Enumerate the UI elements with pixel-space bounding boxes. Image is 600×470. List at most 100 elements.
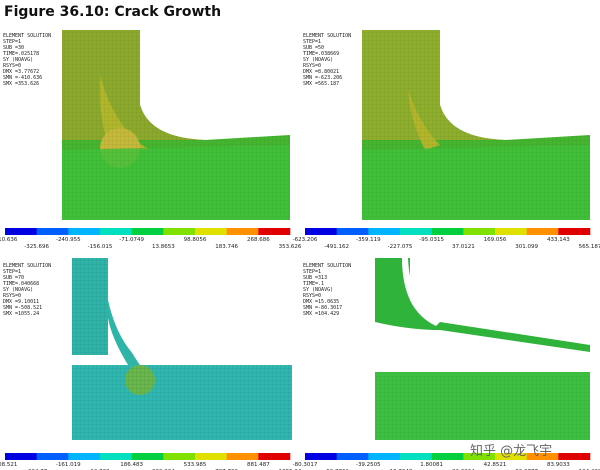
legend-swatch — [195, 228, 227, 235]
legend-label: 301.099 — [515, 244, 538, 250]
info-line: DMX =15.0635 — [303, 299, 339, 305]
legend-label: -71.0749 — [119, 237, 144, 243]
watermark: 知乎 @龙飞宇 — [470, 443, 552, 459]
legend-swatch — [463, 228, 496, 235]
legend-swatch — [463, 453, 496, 460]
legend-swatch — [68, 228, 101, 235]
info-line: SMN =-410.636 — [3, 75, 42, 81]
legend-label: 533.985 — [184, 462, 207, 468]
info-line: ELEMENT SOLUTION — [3, 263, 51, 269]
legend-label: 42.8521 — [484, 462, 507, 468]
legend-swatch — [336, 453, 369, 460]
info-line: SMX =104.429 — [303, 311, 339, 317]
info-line: TIME=.025178 — [3, 51, 39, 57]
info-line: DMX =9.10011 — [3, 299, 39, 305]
info-line: DMX =8.80021 — [303, 69, 339, 75]
info-line: SMX =353.626 — [3, 81, 39, 87]
legend-label: -240.955 — [56, 237, 81, 243]
legend-label: -161.019 — [56, 462, 81, 468]
legend-swatch — [336, 228, 369, 235]
info-line: SMN =-623.206 — [303, 75, 342, 81]
info-line: SMX =1055.24 — [3, 311, 39, 317]
info-line: STEP=1 — [303, 39, 321, 45]
info-line: SMX =565.187 — [303, 81, 339, 87]
legend-label: 433.143 — [547, 237, 570, 243]
legend-label: 186.483 — [120, 462, 143, 468]
info-line: RSYS=0 — [303, 63, 321, 69]
legend-label: -508.521 — [0, 462, 17, 468]
legend-swatch — [36, 228, 69, 235]
info-line: TIME=.038669 — [303, 51, 339, 57]
legend-label: 98.8056 — [184, 237, 207, 243]
legend-label: -80.3017 — [293, 462, 318, 468]
info-line: RSYS=0 — [3, 63, 21, 69]
info-line: SUB =50 — [303, 45, 324, 51]
legend-swatch — [163, 453, 196, 460]
info-line: TIME=.1 — [303, 281, 324, 287]
legend-label: 881.487 — [247, 462, 270, 468]
legend-label: -39.2505 — [356, 462, 381, 468]
info-line: RSYS=0 — [3, 293, 21, 299]
info-line: SMN =-80.3017 — [303, 305, 342, 311]
legend-swatch — [226, 453, 259, 460]
legend-swatch — [163, 228, 196, 235]
legend-label: -491.162 — [324, 244, 349, 250]
legend-label: -623.206 — [293, 237, 318, 243]
legend-swatch — [36, 453, 69, 460]
legend-swatch — [258, 228, 291, 235]
legend-swatch — [431, 228, 464, 235]
legend-label: 83.9033 — [547, 462, 570, 468]
legend-swatch — [558, 228, 591, 235]
legend-swatch — [100, 228, 132, 235]
legend-swatch — [195, 453, 227, 460]
legend-label: 183.746 — [215, 244, 238, 250]
info-line: SY (NOAVG) — [3, 287, 33, 293]
legend-label: -156.015 — [88, 244, 113, 250]
info-line: DMX =3.77672 — [3, 69, 39, 75]
info-line: ELEMENT SOLUTION — [3, 33, 51, 39]
info-line: ELEMENT SOLUTION — [303, 33, 351, 39]
legend-label: 1.80081 — [420, 462, 443, 468]
legend-label: 13.8653 — [152, 244, 175, 250]
fe-model — [362, 30, 590, 220]
legend-swatch — [305, 228, 337, 235]
legend-swatch — [131, 228, 164, 235]
legend-label: -227.075 — [388, 244, 413, 250]
legend-label: -359.119 — [356, 237, 381, 243]
figure-title: Figure 36.10: Crack Growth — [4, 4, 221, 20]
info-line: ELEMENT SOLUTION — [303, 263, 351, 269]
info-line: SMN =-508.521 — [3, 305, 42, 311]
info-line: SY (NOAVG) — [303, 287, 333, 293]
legend-label: -410.636 — [0, 237, 18, 243]
legend-swatch — [400, 453, 432, 460]
legend-swatch — [368, 228, 401, 235]
legend-swatch — [495, 228, 527, 235]
legend-swatch — [495, 453, 527, 460]
info-line: SUB =313 — [303, 275, 327, 281]
legend-label: -95.0315 — [419, 237, 444, 243]
fe-model — [375, 258, 590, 440]
info-line: STEP=1 — [3, 269, 21, 275]
legend-label: 268.686 — [247, 237, 270, 243]
info-line: SY (NOAVG) — [303, 57, 333, 63]
legend-swatch — [258, 453, 291, 460]
legend-swatch — [5, 453, 37, 460]
legend-swatch — [131, 453, 164, 460]
fe-model — [72, 258, 292, 440]
legend-label: 169.056 — [484, 237, 507, 243]
legend-label: 37.0121 — [452, 244, 475, 250]
info-line: TIME=.040668 — [3, 281, 39, 287]
legend-swatch — [305, 453, 337, 460]
legend-label: -325.696 — [24, 244, 49, 250]
fe-model — [62, 30, 290, 220]
legend-swatch — [431, 453, 464, 460]
legend-swatch — [368, 453, 401, 460]
info-line: STEP=1 — [3, 39, 21, 45]
legend-swatch — [558, 453, 591, 460]
legend-swatch — [526, 453, 559, 460]
info-line: SUB =30 — [3, 45, 24, 51]
legend-label: 353.626 — [279, 244, 302, 250]
legend-swatch — [5, 228, 37, 235]
legend-swatch — [100, 453, 132, 460]
